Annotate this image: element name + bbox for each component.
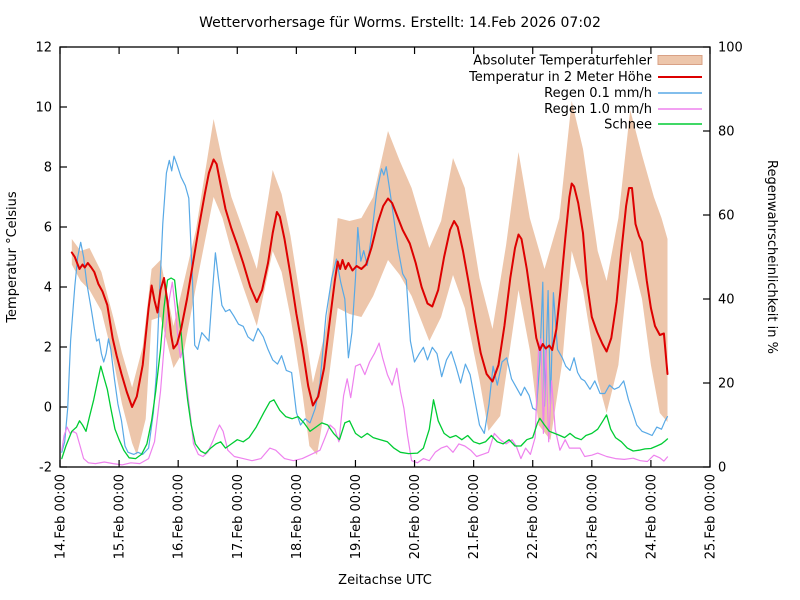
x-tick-label: 17.Feb 00:00 — [231, 474, 246, 559]
x-tick-label: 22.Feb 00:00 — [526, 474, 541, 559]
x-tick-label: 20.Feb 00:00 — [408, 474, 423, 559]
y-tick-label-right: 100 — [718, 41, 743, 56]
y-tick-label-left: 10 — [35, 101, 52, 116]
tick-marks — [59, 46, 711, 468]
y-tick-label-left: 4 — [44, 281, 52, 296]
legend: Absoluter Temperaturfehler Temperatur in… — [468, 54, 703, 133]
y-axis-label-left: Temperatur °Celsius — [5, 191, 20, 324]
x-tick-label: 14.Feb 00:00 — [54, 474, 69, 559]
legend-label-rain10: Regen 1.0 mm/h — [544, 102, 652, 117]
chart-title: Wettervorhersage für Worms. Erstellt: 14… — [199, 15, 601, 31]
y-tick-label-right: 60 — [718, 209, 735, 224]
y-tick-label-left: -2 — [39, 461, 52, 476]
axes-layer: 14.Feb 00:00 15.Feb 00:00 16.Feb 00:00 17.F… — [35, 41, 742, 560]
tick-labels: 14.Feb 00:00 15.Feb 00:00 16.Feb 00:00 17.F… — [35, 41, 742, 560]
y-tick-label-left: 8 — [44, 161, 52, 176]
y-tick-label-left: 2 — [44, 341, 52, 356]
error-band-area — [71, 101, 668, 455]
y-tick-label-left: 6 — [44, 221, 52, 236]
x-tick-label: 21.Feb 00:00 — [467, 474, 482, 559]
legend-label-snow: Schnee — [604, 118, 652, 133]
x-axis-label: Zeitachse UTC — [338, 573, 432, 588]
temperature-line — [70, 158, 669, 408]
legend-label-rain01: Regen 0.1 mm/h — [544, 86, 652, 101]
plot-border — [59, 46, 711, 468]
x-tick-label: 23.Feb 00:00 — [585, 474, 600, 559]
series-lines-layer — [61, 155, 669, 466]
snow-line — [61, 277, 669, 460]
y-tick-label-right: 20 — [718, 377, 735, 392]
x-tick-label: 18.Feb 00:00 — [290, 474, 305, 559]
y-tick-label-right: 80 — [718, 125, 735, 140]
x-tick-label: 19.Feb 00:00 — [349, 474, 364, 559]
x-tick-label: 15.Feb 00:00 — [113, 474, 128, 559]
y-tick-label-left: 12 — [35, 41, 52, 56]
error-band-layer — [71, 101, 668, 455]
rain10-line — [61, 281, 669, 466]
legend-label-temperature: Temperatur in 2 Meter Höhe — [468, 70, 652, 85]
legend-label-error-band: Absoluter Temperaturfehler — [473, 54, 652, 69]
x-tick-label: 25.Feb 00:00 — [704, 474, 719, 559]
y-tick-label-right: 40 — [718, 293, 735, 308]
x-tick-label: 16.Feb 00:00 — [172, 474, 187, 559]
y-tick-label-left: 0 — [44, 401, 52, 416]
x-tick-label: 24.Feb 00:00 — [644, 474, 659, 559]
y-axis-label-right: Regenwahrscheinlichkeit in % — [764, 160, 779, 354]
y-tick-label-right: 0 — [718, 461, 726, 476]
legend-swatch-error-band — [657, 55, 703, 65]
